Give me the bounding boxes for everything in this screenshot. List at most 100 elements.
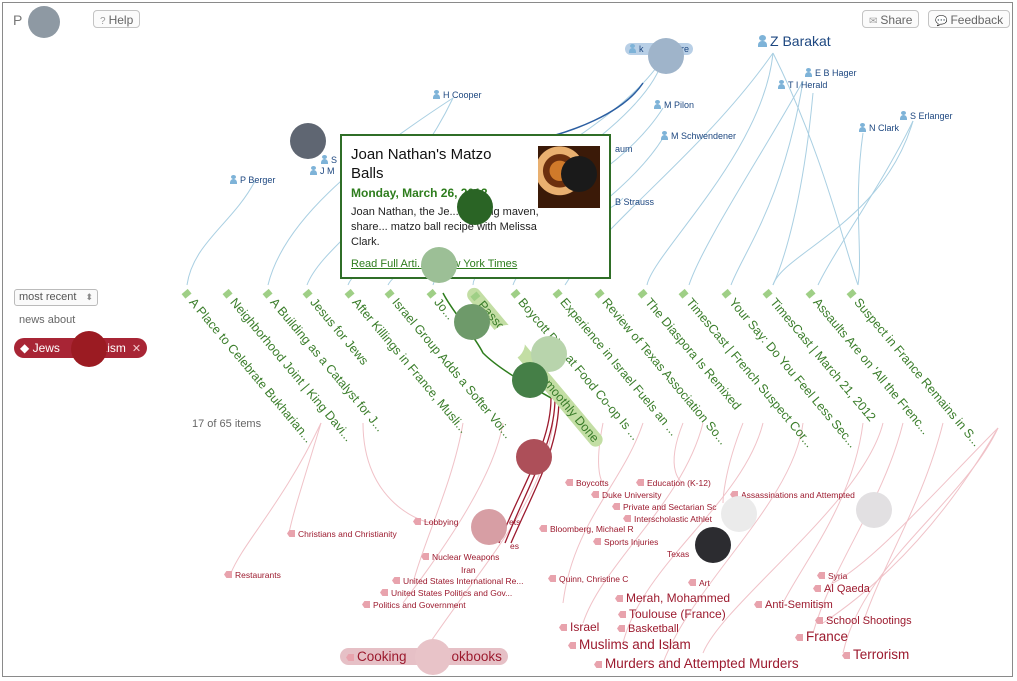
person-icon <box>654 100 661 109</box>
subject-tag[interactable]: Merah, Mohammed <box>615 591 730 605</box>
chevron-updown-icon: ⬍ <box>85 292 93 302</box>
overlay-circle <box>471 509 507 545</box>
person-node[interactable]: aum <box>615 144 633 154</box>
tag-icon <box>224 571 232 578</box>
avatar <box>28 6 60 38</box>
speech-bubble-icon: 💬 <box>935 16 948 27</box>
subject-tag[interactable]: Murders and Attempted Murders <box>594 656 799 671</box>
person-icon <box>805 68 812 77</box>
tag-icon <box>594 661 602 668</box>
subject-tag[interactable]: Terrorism <box>842 647 909 662</box>
subject-tag[interactable]: Art <box>688 578 710 588</box>
person-icon <box>900 111 907 120</box>
person-node[interactable]: Z Barakat <box>758 33 831 49</box>
subject-tag[interactable]: Al Qaeda <box>813 583 870 595</box>
mail-icon: ✉ <box>869 16 878 27</box>
subject-tag[interactable]: Toulouse (France) <box>618 607 726 621</box>
subject-tag[interactable]: Lobbying <box>413 517 459 527</box>
subject-tag[interactable]: Assassinations and Attempted <box>730 490 855 500</box>
tag-icon <box>842 652 850 659</box>
help-button[interactable]: ? Help <box>93 10 141 28</box>
subject-tag[interactable]: Education (K-12) <box>636 478 711 488</box>
subject-tag[interactable]: United States Politics and Gov... <box>380 588 512 598</box>
overlay-circle <box>721 496 757 532</box>
overlay-circle <box>856 492 892 528</box>
subject-tag[interactable]: Muslims and Islam <box>568 637 691 652</box>
person-node[interactable]: H Cooper <box>433 90 482 100</box>
tag-icon <box>362 601 370 608</box>
subject-tag[interactable]: ets <box>509 517 521 527</box>
tag-icon <box>688 579 696 586</box>
subject-tag[interactable]: Restaurants <box>224 570 281 580</box>
tag-icon <box>593 538 601 545</box>
overlay-circle <box>290 123 326 159</box>
subject-tag[interactable]: Texas <box>667 549 690 559</box>
overlay-circle <box>457 189 493 225</box>
person-node[interactable]: B Strauss <box>615 197 655 207</box>
close-icon[interactable]: ✕ <box>131 343 142 355</box>
subject-tag[interactable]: es <box>510 541 519 551</box>
tag-icon <box>591 491 599 498</box>
subject-tag[interactable]: Israel <box>559 620 599 634</box>
tag-icon <box>618 611 626 618</box>
overlay-circle <box>648 38 684 74</box>
person-node[interactable]: T I Herald <box>778 80 827 90</box>
overlay-circle <box>421 247 457 283</box>
subject-tag[interactable]: United States International Re... <box>392 576 524 586</box>
subject-tag[interactable]: School Shootings <box>815 615 912 627</box>
subject-tag[interactable]: Anti-Semitism <box>754 599 833 611</box>
tag-icon <box>346 654 354 661</box>
person-node[interactable]: N Clark <box>859 123 899 133</box>
person-icon <box>661 131 668 140</box>
person-node[interactable]: S <box>321 155 337 165</box>
subject-tag[interactable]: Basketball <box>617 623 679 635</box>
subject-tag[interactable]: Bloomberg, Michael R <box>539 524 634 534</box>
share-button[interactable]: ✉ Share <box>862 10 920 28</box>
person-node[interactable]: S Erlanger <box>900 111 953 121</box>
person-node[interactable]: P Berger <box>230 175 275 185</box>
subject-tag[interactable]: Iran <box>461 565 476 575</box>
tag-icon <box>548 575 556 582</box>
person-node[interactable]: M Schwendener <box>661 131 736 141</box>
subject-tag[interactable]: Duke University <box>591 490 662 500</box>
subject-tag[interactable]: Quinn, Christine C <box>548 574 628 584</box>
subject-tag[interactable]: Boycotts <box>565 478 609 488</box>
tag-icon <box>636 479 644 486</box>
subject-tag[interactable]: Sports Injuries <box>593 537 658 547</box>
article-icon <box>470 291 481 302</box>
subject-tag[interactable]: France <box>795 629 848 644</box>
tag-icon <box>539 525 547 532</box>
tag-icon <box>813 585 821 592</box>
popup-title: Joan Nathan's Matzo Balls <box>351 146 492 182</box>
tag-icon <box>565 479 573 486</box>
subject-tag[interactable]: Syria <box>817 571 847 581</box>
tag-icon <box>730 491 738 498</box>
subject-tag[interactable]: Christians and Christianity <box>287 529 397 539</box>
tag-icon <box>623 515 631 522</box>
person-icon <box>859 123 866 132</box>
tag-icon <box>754 601 762 608</box>
person-icon <box>433 90 440 99</box>
overlay-circle <box>454 304 490 340</box>
person-node[interactable]: J M <box>310 166 335 176</box>
tag-icon <box>380 589 388 596</box>
tag-icon <box>612 503 620 510</box>
overlay-circle <box>695 527 731 563</box>
person-icon <box>778 80 785 89</box>
overlay-circle <box>415 639 451 675</box>
feedback-button[interactable]: 💬 Feedback <box>928 10 1011 28</box>
subject-tag[interactable]: Politics and Government <box>362 600 466 610</box>
connection-lines <box>186 52 999 664</box>
subject-tag[interactable]: Private and Sectarian Sc <box>612 502 717 512</box>
overlay-circle <box>516 439 552 475</box>
person-node[interactable]: M Pilon <box>654 100 694 110</box>
tag-icon <box>795 634 803 641</box>
subject-tag[interactable]: Nuclear Weapons <box>421 552 499 562</box>
person-icon <box>230 175 237 184</box>
tag-icon <box>392 577 400 584</box>
person-node[interactable]: E B Hager <box>805 68 857 78</box>
sort-select[interactable]: most recent ⬍ <box>14 289 98 306</box>
subject-tag[interactable]: Interscholastic Athlet <box>623 514 712 524</box>
tag-icon: ◆ <box>20 341 33 355</box>
